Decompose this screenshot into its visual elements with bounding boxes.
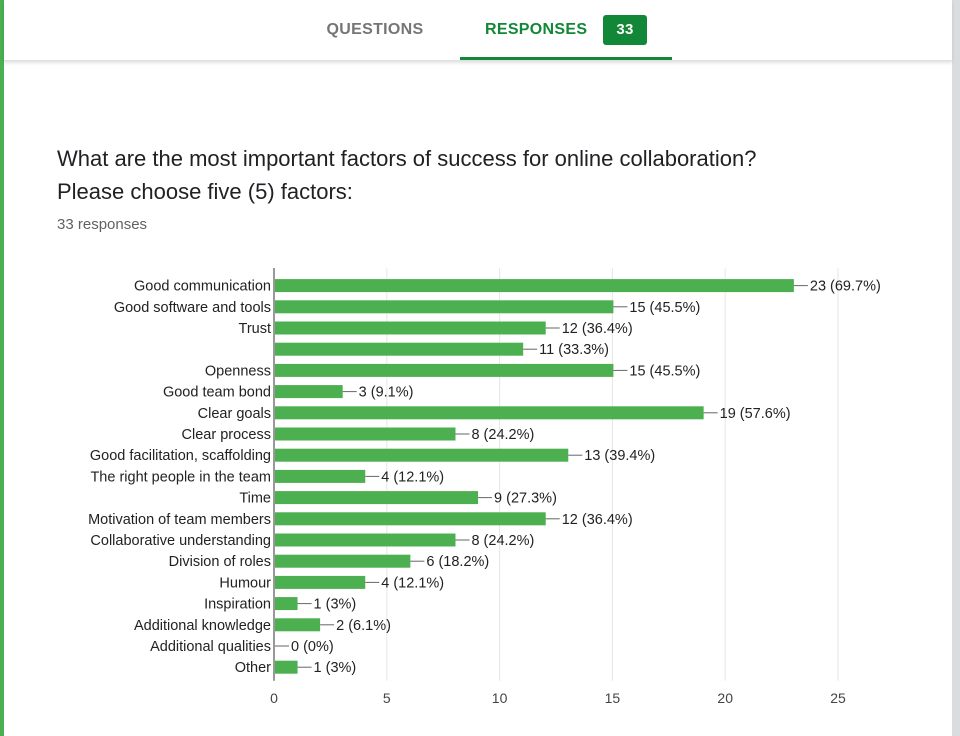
bar xyxy=(275,363,614,377)
responses-bar-chart: 0 5 10 15 20 25 Good communication 23 (69.7%) Go… xyxy=(88,268,881,706)
category-label: Trust xyxy=(239,321,272,337)
tab-responses[interactable]: RESPONSES 33 xyxy=(460,0,672,60)
data-label: 12 (36.4%) xyxy=(562,512,633,528)
category-label: Openness xyxy=(205,363,271,379)
category-label: The right people in the team xyxy=(90,469,271,485)
bar xyxy=(275,385,343,399)
data-label: 2 (6.1%) xyxy=(336,618,391,634)
bar xyxy=(275,575,366,589)
bar xyxy=(275,427,456,441)
x-tick-label: 10 xyxy=(492,690,508,706)
bar xyxy=(275,512,546,526)
data-label: 11 (33.3%) xyxy=(539,342,609,358)
category-label: Humour xyxy=(219,575,271,591)
tab-questions[interactable]: QUESTIONS xyxy=(300,0,450,60)
bar xyxy=(275,300,614,314)
responses-count-badge: 33 xyxy=(603,15,647,45)
data-label: 8 (24.2%) xyxy=(471,427,534,443)
category-label: Additional qualities xyxy=(150,639,271,655)
category-label: Clear process xyxy=(182,427,271,443)
category-label: Time xyxy=(239,491,271,507)
data-label: 8 (24.2%) xyxy=(471,533,534,549)
category-label: Good communication xyxy=(134,279,271,295)
data-label: 12 (36.4%) xyxy=(562,321,633,337)
bar xyxy=(275,279,794,293)
bar xyxy=(275,321,546,335)
tab-questions-label: QUESTIONS xyxy=(326,21,424,38)
data-label: 23 (69.7%) xyxy=(810,279,881,295)
x-tick-label: 5 xyxy=(383,690,391,706)
category-label: Good team bond xyxy=(163,385,271,401)
category-label: Division of roles xyxy=(169,554,271,570)
category-label: Other xyxy=(235,660,271,676)
bar xyxy=(275,533,456,547)
data-label: 6 (18.2%) xyxy=(426,554,489,570)
bar xyxy=(275,660,298,674)
tab-header: QUESTIONS RESPONSES 33 xyxy=(4,0,952,61)
bar xyxy=(275,597,298,611)
data-label: 19 (57.6%) xyxy=(720,406,791,422)
scrollbar[interactable] xyxy=(952,0,960,736)
data-label: 4 (12.1%) xyxy=(381,469,444,485)
bar xyxy=(275,406,704,420)
data-label: 13 (39.4%) xyxy=(584,448,655,464)
data-label: 15 (45.5%) xyxy=(629,300,700,316)
category-label: Motivation of team members xyxy=(88,512,271,528)
x-tick-label: 25 xyxy=(830,690,846,706)
category-label: Good facilitation, scaffolding xyxy=(90,448,271,464)
bar xyxy=(275,491,479,505)
bar xyxy=(275,448,569,462)
data-label: 3 (9.1%) xyxy=(359,385,414,401)
bar xyxy=(275,342,524,356)
data-label: 9 (27.3%) xyxy=(494,491,557,507)
response-count: 33 responses xyxy=(57,216,148,233)
bar xyxy=(275,469,366,483)
bar xyxy=(275,618,321,632)
category-label: Additional knowledge xyxy=(134,618,271,634)
x-tick-label: 20 xyxy=(717,690,733,706)
question-title: What are the most important factors of s… xyxy=(57,146,757,204)
category-label: Inspiration xyxy=(204,597,271,613)
data-label: 0 (0%) xyxy=(291,639,334,655)
bar xyxy=(275,554,411,568)
category-label: Clear goals xyxy=(198,406,271,422)
tab-responses-label: RESPONSES xyxy=(485,21,588,38)
x-tick-label: 0 xyxy=(270,690,278,706)
category-label: Collaborative understanding xyxy=(90,533,271,549)
data-label: 4 (12.1%) xyxy=(381,575,444,591)
left-accent-border xyxy=(0,0,4,736)
data-label: 1 (3%) xyxy=(314,660,357,676)
category-label: Good software and tools xyxy=(114,300,271,316)
x-tick-label: 15 xyxy=(605,690,621,706)
data-label: 15 (45.5%) xyxy=(629,363,700,379)
data-label: 1 (3%) xyxy=(314,597,357,613)
